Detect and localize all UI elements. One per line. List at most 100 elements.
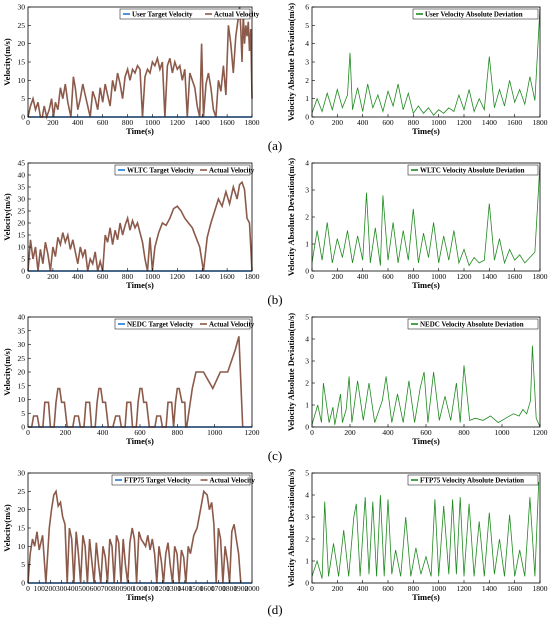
y-tick-label: 2 [305, 76, 309, 85]
y-tick-label: 45 [18, 159, 26, 168]
x-tick-label: 200 [332, 584, 344, 593]
y-tick-label: 0 [305, 267, 309, 276]
y-tick-label: 15 [18, 231, 26, 240]
y-tick-label: 6 [305, 3, 309, 12]
x-tick-label: 600 [420, 428, 432, 437]
x-tick-label: 1200 [457, 118, 472, 127]
panel-label: (b) [267, 292, 282, 307]
y-tick-label: 15 [18, 524, 26, 533]
x-tick-label: 600 [382, 584, 394, 593]
x-tick-label: 0 [310, 584, 314, 593]
legend-box [114, 164, 251, 176]
y-tick-label: 0 [305, 579, 309, 588]
legend-box [407, 474, 539, 486]
y-tick-label: 10 [18, 243, 26, 252]
legend-box [119, 8, 251, 20]
y-tick-label: 40 [18, 313, 26, 322]
panel-label: (a) [268, 138, 282, 153]
legend-entry: NEDC Target Velocity [127, 321, 194, 329]
x-axis-label: Time(s) [412, 126, 440, 136]
y-tick-label: 20 [18, 505, 26, 514]
x-tick-label: 1500 [189, 584, 204, 593]
y-tick-label: 5 [21, 560, 25, 569]
x-tick-label: 1000 [431, 584, 446, 593]
series-line-1 [311, 481, 540, 579]
x-tick-label: 1000 [145, 118, 160, 127]
y-tick-label: 30 [18, 195, 26, 204]
x-tick-label: 600 [97, 272, 109, 281]
x-tick-label: 400 [72, 272, 84, 281]
x-axis-label: Time(s) [412, 280, 440, 290]
x-tick-label: 800 [408, 272, 420, 281]
y-tick-label: 25 [18, 207, 26, 216]
x-tick-label: 200 [60, 428, 72, 437]
x-tick-label: 1400 [482, 118, 497, 127]
x-tick-label: 200 [332, 272, 344, 281]
legend: FTP75 Velocity Absolute Deviation [407, 474, 539, 486]
x-tick-label: 1800 [245, 272, 260, 281]
x-tick-label: 1600 [507, 118, 522, 127]
y-tick-label: 2 [305, 535, 309, 544]
legend-entry: FTP75 Target Velocity [124, 477, 191, 485]
x-tick-label: 200 [47, 272, 59, 281]
x-tick-label: 1600 [507, 272, 522, 281]
legend-box [412, 8, 539, 20]
x-axis-label: Time(s) [126, 592, 154, 602]
x-tick-label: 1200 [155, 584, 170, 593]
x-tick-label: 1400 [482, 584, 497, 593]
x-tick-label: 0 [26, 584, 30, 593]
series-line-1 [311, 345, 541, 428]
y-axis-label: Velocity Absolute Deviation(m/s) [286, 3, 296, 121]
y-tick-label: 30 [18, 469, 26, 478]
y-tick-label: 0 [21, 423, 25, 432]
x-tick-label: 1200 [457, 272, 472, 281]
x-tick-label: 900 [123, 584, 135, 593]
plot-frame [311, 162, 541, 272]
x-tick-label: 1200 [245, 428, 260, 437]
y-axis-label: Velocity Absolute Deviation(m/s) [286, 469, 296, 587]
y-tick-label: 5 [305, 313, 309, 322]
x-tick-label: 200 [45, 584, 57, 593]
y-tick-label: 0 [21, 113, 25, 122]
y-tick-label: 1 [305, 94, 309, 103]
x-tick-label: 1900 [233, 584, 248, 593]
legend-entry: Actual Velocity [209, 321, 255, 329]
x-tick-label: 1000 [495, 428, 510, 437]
y-tick-label: 1 [305, 401, 309, 410]
x-axis-label: Time(s) [126, 436, 154, 446]
panel-label: (d) [267, 602, 282, 617]
x-axis-label: Time(s) [126, 280, 154, 290]
x-tick-label: 800 [122, 118, 134, 127]
x-tick-label: 1800 [533, 272, 548, 281]
x-tick-label: 0 [310, 428, 314, 437]
x-tick-label: 0 [26, 272, 30, 281]
x-tick-label: 0 [310, 272, 314, 281]
x-tick-label: 400 [357, 584, 369, 593]
y-tick-label: 0 [21, 267, 25, 276]
x-tick-label: 1600 [220, 272, 235, 281]
plot-frame [27, 6, 253, 118]
y-tick-label: 4 [305, 335, 309, 344]
x-tick-label: 1000 [431, 118, 446, 127]
y-tick-label: 4 [305, 159, 309, 168]
x-tick-label: 1800 [222, 584, 237, 593]
y-tick-label: 3 [305, 513, 309, 522]
x-tick-label: 1400 [195, 272, 210, 281]
x-axis-label: Time(s) [412, 436, 440, 446]
x-tick-label: 300 [56, 584, 68, 593]
y-tick-label: 3 [305, 186, 309, 195]
y-tick-label: 1 [305, 557, 309, 566]
x-tick-label: 400 [72, 118, 84, 127]
x-tick-label: 600 [382, 118, 394, 127]
x-tick-label: 1200 [457, 584, 472, 593]
y-tick-label: 35 [18, 326, 26, 335]
panel-label: (c) [268, 448, 282, 463]
x-axis-label: Time(s) [126, 126, 154, 136]
legend-box [114, 318, 251, 330]
x-axis-label: Time(s) [412, 592, 440, 602]
x-tick-label: 1700 [211, 584, 226, 593]
x-tick-label: 800 [172, 428, 184, 437]
x-tick-label: 2000 [245, 584, 260, 593]
y-tick-label: 1 [305, 240, 309, 249]
